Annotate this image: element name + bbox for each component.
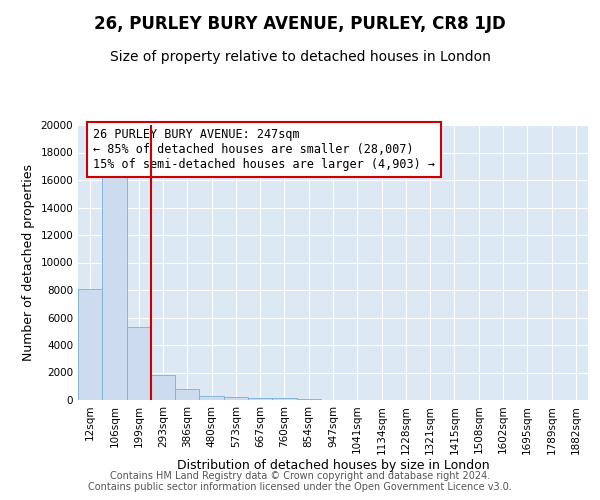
Text: 26, PURLEY BURY AVENUE, PURLEY, CR8 1JD: 26, PURLEY BURY AVENUE, PURLEY, CR8 1JD	[94, 15, 506, 33]
Bar	[272, 398, 296, 400]
Text: Size of property relative to detached houses in London: Size of property relative to detached ho…	[110, 50, 490, 64]
Bar	[151, 375, 175, 400]
Text: 26 PURLEY BURY AVENUE: 247sqm
← 85% of detached houses are smaller (28,007)
15% : 26 PURLEY BURY AVENUE: 247sqm ← 85% of d…	[94, 128, 436, 171]
Bar	[248, 398, 272, 400]
Bar	[199, 396, 224, 400]
Bar	[78, 288, 102, 400]
Y-axis label: Number of detached properties: Number of detached properties	[22, 164, 35, 361]
Text: Contains HM Land Registry data © Crown copyright and database right 2024.
Contai: Contains HM Land Registry data © Crown c…	[88, 471, 512, 492]
Bar	[296, 398, 321, 400]
X-axis label: Distribution of detached houses by size in London: Distribution of detached houses by size …	[176, 459, 490, 472]
Bar	[175, 389, 199, 400]
Bar	[224, 397, 248, 400]
Bar	[127, 327, 151, 400]
Bar	[102, 172, 127, 400]
